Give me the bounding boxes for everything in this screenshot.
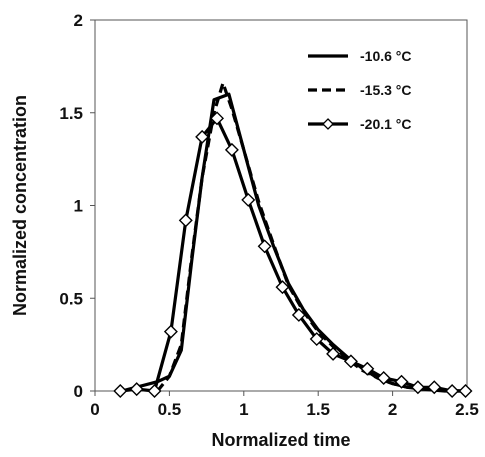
series-line-2 bbox=[156, 81, 463, 393]
data-point-marker bbox=[309, 332, 324, 347]
series-line-1 bbox=[121, 92, 463, 393]
legend-marker bbox=[322, 118, 334, 130]
data-point-marker bbox=[275, 280, 290, 295]
y-tick-label: 1 bbox=[74, 197, 83, 216]
data-point-marker bbox=[163, 324, 178, 339]
data-point-marker bbox=[326, 346, 341, 361]
y-tick-label: 2 bbox=[74, 11, 83, 30]
data-point-marker bbox=[458, 384, 473, 398]
y-axis-title: Normalized concentration bbox=[10, 95, 30, 316]
legend-label-1: -10.6 °C bbox=[360, 48, 412, 64]
y-tick-label: 0 bbox=[74, 382, 83, 401]
data-point-marker bbox=[195, 129, 210, 144]
data-point-marker bbox=[210, 111, 225, 126]
x-axis-title: Normalized time bbox=[211, 430, 350, 450]
data-point-marker bbox=[129, 382, 144, 397]
x-tick-label: 0.5 bbox=[158, 400, 182, 419]
data-point-marker bbox=[178, 213, 193, 228]
data-point-marker bbox=[291, 307, 306, 322]
legend-label-3: -20.1 °C bbox=[360, 116, 412, 132]
data-point-marker bbox=[445, 384, 460, 398]
data-point-marker bbox=[410, 380, 425, 395]
data-point-marker bbox=[376, 371, 391, 386]
data-point-marker bbox=[343, 354, 358, 369]
data-point-marker bbox=[113, 384, 128, 398]
data-point-marker bbox=[394, 374, 409, 389]
x-tick-label: 1 bbox=[239, 400, 248, 419]
x-tick-label: 1.5 bbox=[306, 400, 330, 419]
plot-area-border bbox=[94, 19, 468, 392]
data-point-marker bbox=[224, 142, 239, 157]
data-point-marker bbox=[427, 380, 442, 395]
y-tick-label: 1.5 bbox=[59, 104, 83, 123]
series-line-3 bbox=[120, 116, 466, 393]
y-tick-label: 0.5 bbox=[59, 289, 83, 308]
data-point-marker bbox=[241, 192, 256, 207]
data-point-marker bbox=[360, 361, 375, 376]
data-point-marker bbox=[257, 239, 272, 254]
x-tick-label: 2 bbox=[388, 400, 397, 419]
legend-label-2: -15.3 °C bbox=[360, 82, 412, 98]
data-point-marker bbox=[147, 384, 162, 398]
x-tick-label: 0 bbox=[90, 400, 99, 419]
x-tick-label: 2.5 bbox=[455, 400, 479, 419]
